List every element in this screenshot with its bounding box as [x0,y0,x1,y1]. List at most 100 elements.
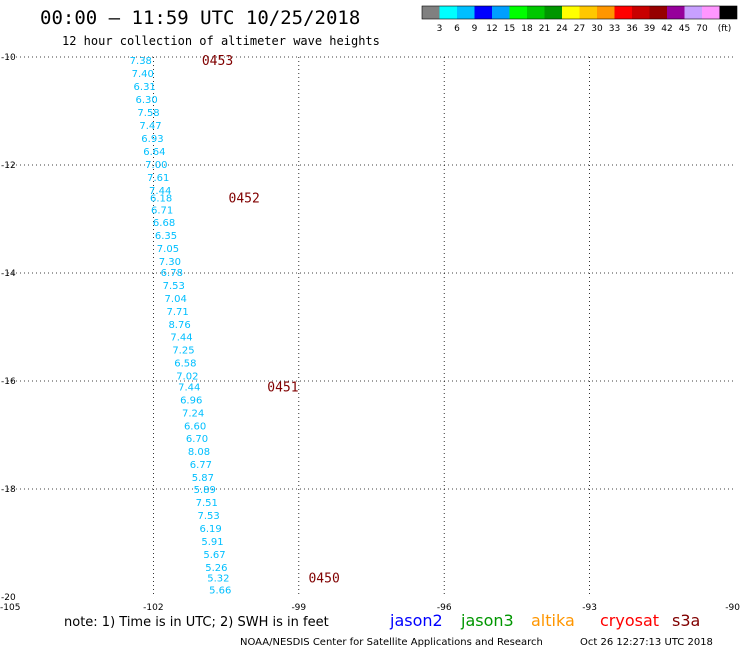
satellite-name-jason2: jason2 [389,611,443,630]
colorbar-label: 30 [591,24,603,34]
colorbar-swatch [702,6,720,19]
time-label: 0452 [229,191,260,206]
time-label: 0450 [308,572,339,587]
colorbar-label: 12 [486,24,497,34]
satellite-name-jason3: jason3 [460,611,514,630]
colorbar-swatch [544,6,562,19]
wave-height-label: 6.31 [134,82,156,93]
colorbar-label: 21 [539,24,550,34]
color-legend: 3 6 9 12 15 18 21 24 27 30 33 36 39 42 45 70 (ft) [421,5,738,34]
x-tick-label: -99 [291,603,306,613]
y-tick-label: -12 [1,161,16,171]
colorbar-swatch [509,6,527,19]
wave-height-label: 7.44 [149,186,171,197]
wave-height-label: 5.89 [194,485,216,496]
wave-height-label: 6.64 [143,147,165,158]
wave-height-label: 7.04 [165,294,187,305]
wave-height-label: 7.30 [159,257,181,268]
y-tick-label: -10 [1,53,16,63]
colorbar-label: 36 [626,24,638,34]
y-tick-label: -18 [1,485,16,495]
colorbar-swatch [527,6,545,19]
chart-title: 00:00 – 11:59 UTC 10/25/2018 [40,7,360,29]
wave-height-label: 5.66 [209,585,231,596]
colorbar-label: 39 [644,24,656,34]
time-label: 0451 [267,380,298,395]
satellite-name-s3a: s3a [672,611,700,630]
wave-height-label: 7.53 [163,281,185,292]
colorbar-unit: (ft) [718,24,732,34]
colorbar-swatch [684,6,702,19]
wave-height-label: 7.40 [132,69,154,80]
colorbar-swatch [492,6,510,19]
wave-height-label: 5.32 [207,574,229,585]
plot-area: -10 -12 -14 -16 -18 -20-105 -102 -99 -96 -93 -90 7.… [0,53,740,613]
wave-height-label: 5.26 [205,563,227,574]
x-tick-label: -96 [437,603,452,613]
wave-height-label: 5.67 [203,550,225,561]
colorbar-swatch [649,6,667,19]
wave-height-label: 7.05 [157,244,179,255]
satellite-name-altika: altika [531,611,575,630]
wave-height-label: 6.35 [155,231,177,242]
colorbar-label: 3 [437,24,443,34]
y-tick-label: -20 [1,593,16,603]
footer-note: note: 1) Time is in UTC; 2) SWH is in fe… [64,615,329,630]
colorbar-swatch [597,6,615,19]
x-tick-label: -105 [0,603,20,613]
colorbar-swatch [719,6,737,19]
colorbar-swatch [457,6,475,19]
wave-height-label: 6.70 [186,434,208,445]
wave-height-label: 8.76 [168,320,190,331]
wave-height-label: 6.78 [161,268,183,279]
y-tick-label: -16 [1,377,16,387]
colorbar-label: 9 [472,24,478,34]
wave-height-label: 6.93 [141,134,163,145]
credit-line: NOAA/NESDIS Center for Satellite Applica… [240,637,543,648]
y-tick-label: -14 [1,269,16,279]
wave-height-label: 8.08 [188,447,210,458]
satellite-name-cryosat: cryosat [600,611,659,630]
wave-height-label: 6.71 [151,205,173,216]
wave-height-label: 6.96 [180,395,202,406]
colorbar-swatch [422,6,440,19]
colorbar-swatch [667,6,685,19]
colorbar-swatch [579,6,597,19]
wave-height-label: 7.44 [178,382,200,393]
colorbar-label: 42 [661,24,672,34]
wave-height-label: 7.02 [176,372,198,383]
wave-height-label: 7.71 [167,307,189,318]
colorbar-swatch [474,6,492,19]
wave-height-label: 7.24 [182,408,204,419]
colorbar-label: 18 [521,24,533,34]
x-tick-label: -90 [725,603,740,613]
satellite-legend: jason2 jason3 altika cryosat s3a [389,611,700,630]
wave-height-label: 6.60 [184,421,206,432]
wave-height-label: 7.53 [198,511,220,522]
colorbar-swatch [632,6,650,19]
colorbar-swatch [614,6,632,19]
wave-height-label: 5.87 [192,473,214,484]
wave-height-label: 7.47 [139,121,161,132]
wave-height-label: 6.18 [150,193,172,204]
colorbar-swatch [439,6,457,19]
colorbar-label: 70 [696,24,708,34]
generated-timestamp: Oct 26 12:27:13 UTC 2018 [580,637,713,648]
wave-height-label: 6.68 [153,218,175,229]
colorbar-label: 24 [556,24,568,34]
wave-height-label: 7.00 [145,160,167,171]
wave-height-label: 7.58 [137,108,159,119]
time-label: 0453 [202,54,233,69]
wave-height-label: 6.19 [199,524,221,535]
wave-height-label: 5.91 [201,537,223,548]
colorbar-swatch [562,6,580,19]
wave-height-label: 6.58 [174,359,196,370]
colorbar-label: 33 [609,24,620,34]
wave-height-label: 7.51 [196,498,218,509]
colorbar-label: 45 [679,24,690,34]
wave-height-label: 7.61 [147,173,169,184]
wave-height-label: 7.38 [130,56,152,67]
x-tick-label: -102 [143,603,163,613]
colorbar-label: 15 [504,24,515,34]
